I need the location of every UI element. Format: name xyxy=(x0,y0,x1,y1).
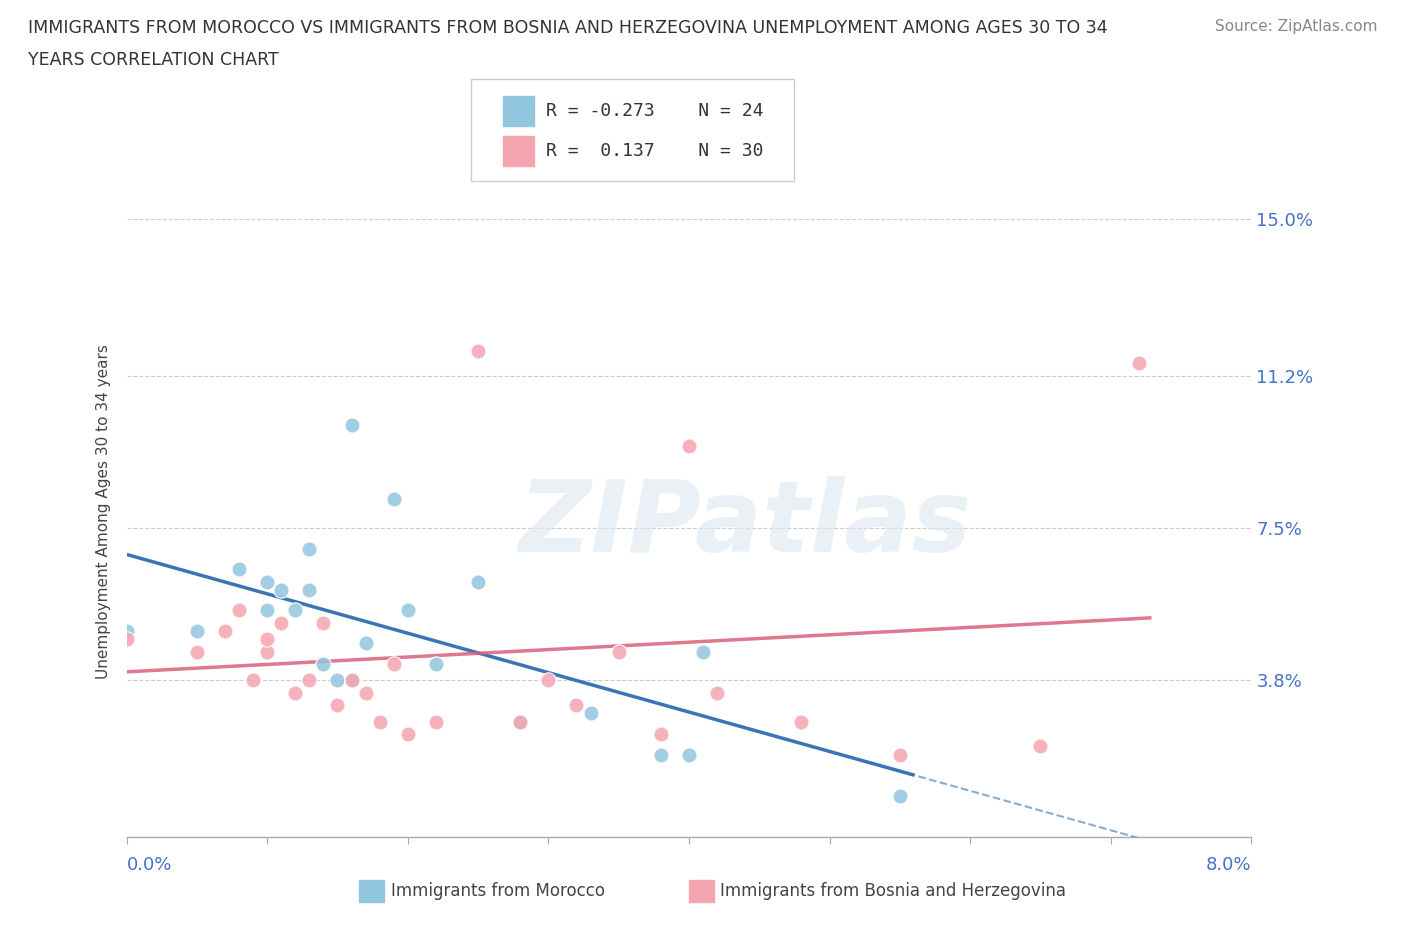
Point xyxy=(214,623,236,638)
Point xyxy=(115,631,138,646)
Point xyxy=(354,685,377,700)
Point xyxy=(425,657,447,671)
Text: R =  0.137    N = 30: R = 0.137 N = 30 xyxy=(546,141,763,160)
Point xyxy=(256,631,278,646)
Point xyxy=(650,747,672,762)
Text: R = -0.273    N = 24: R = -0.273 N = 24 xyxy=(546,101,763,120)
Point xyxy=(326,698,349,712)
Point xyxy=(889,789,911,804)
Point xyxy=(298,673,321,688)
Point xyxy=(256,644,278,659)
Point xyxy=(340,418,363,432)
Text: ZIPatlas: ZIPatlas xyxy=(519,476,972,573)
Text: Immigrants from Morocco: Immigrants from Morocco xyxy=(391,882,605,900)
Point xyxy=(790,714,813,729)
Point xyxy=(509,714,531,729)
Point xyxy=(284,603,307,618)
Point xyxy=(509,714,531,729)
Point xyxy=(692,644,714,659)
Point xyxy=(1128,356,1150,371)
Point xyxy=(270,582,292,597)
Point xyxy=(368,714,391,729)
Point xyxy=(678,438,700,453)
Point xyxy=(340,673,363,688)
Point xyxy=(467,574,489,589)
Point xyxy=(256,603,278,618)
Point xyxy=(270,616,292,631)
Point xyxy=(186,623,208,638)
Y-axis label: Unemployment Among Ages 30 to 34 years: Unemployment Among Ages 30 to 34 years xyxy=(96,344,111,679)
Point xyxy=(298,582,321,597)
Point xyxy=(396,603,419,618)
Text: 8.0%: 8.0% xyxy=(1206,856,1251,873)
Point xyxy=(354,636,377,651)
Point xyxy=(256,574,278,589)
Point xyxy=(607,644,630,659)
Point xyxy=(115,623,138,638)
Point xyxy=(242,673,264,688)
Point xyxy=(382,492,405,507)
Point xyxy=(340,673,363,688)
Point xyxy=(326,673,349,688)
Text: YEARS CORRELATION CHART: YEARS CORRELATION CHART xyxy=(28,51,278,69)
Point xyxy=(312,616,335,631)
Point xyxy=(312,657,335,671)
Point xyxy=(284,685,307,700)
Point xyxy=(678,747,700,762)
Point xyxy=(228,603,250,618)
Point xyxy=(382,657,405,671)
Point xyxy=(889,747,911,762)
Text: 0.0%: 0.0% xyxy=(127,856,172,873)
Point xyxy=(467,343,489,358)
Point xyxy=(186,644,208,659)
Point xyxy=(565,698,588,712)
Point xyxy=(425,714,447,729)
Text: Immigrants from Bosnia and Herzegovina: Immigrants from Bosnia and Herzegovina xyxy=(720,882,1066,900)
Point xyxy=(706,685,728,700)
Point xyxy=(537,673,560,688)
Text: IMMIGRANTS FROM MOROCCO VS IMMIGRANTS FROM BOSNIA AND HERZEGOVINA UNEMPLOYMENT A: IMMIGRANTS FROM MOROCCO VS IMMIGRANTS FR… xyxy=(28,19,1108,36)
Point xyxy=(1029,739,1052,754)
Point xyxy=(298,541,321,556)
Point xyxy=(228,562,250,577)
Point xyxy=(396,726,419,741)
Point xyxy=(650,726,672,741)
Text: Source: ZipAtlas.com: Source: ZipAtlas.com xyxy=(1215,19,1378,33)
Point xyxy=(579,706,602,721)
